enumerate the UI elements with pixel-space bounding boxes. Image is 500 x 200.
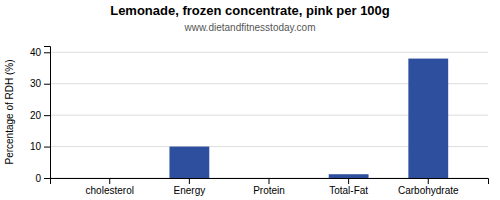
- x-tick-label: Energy: [174, 185, 206, 196]
- y-tick-mark: [44, 147, 50, 148]
- grid-line: [50, 52, 488, 53]
- title: Lemonade, frozen concentrate, pink per 1…: [110, 3, 390, 18]
- x-tick: Total-Fat: [329, 178, 368, 196]
- x-tick-mark: [269, 178, 270, 184]
- x-tick-mark: [109, 178, 110, 184]
- x-axis-line: [51, 179, 489, 185]
- chart: Lemonade, frozen concentrate, pink per 1…: [0, 0, 500, 200]
- x-tick: Protein: [253, 178, 285, 196]
- x-tick-label: Carbohydrate: [398, 185, 459, 196]
- x-tick: Energy: [174, 178, 206, 196]
- y-tick-mark: [44, 52, 50, 53]
- y-tick-label: 10: [30, 141, 42, 152]
- y-axis: 0 10 20 30 40: [30, 47, 51, 184]
- y-tick: 0: [35, 173, 50, 184]
- bar: [329, 174, 369, 178]
- y-tick-label: 40: [30, 47, 42, 58]
- y-axis-line: [44, 47, 51, 179]
- x-axis: cholesterol Energy Protein Total-Fat Carbohy…: [51, 178, 489, 196]
- bar: [249, 178, 289, 179]
- x-tick-label: Total-Fat: [329, 185, 368, 196]
- grid: [50, 52, 488, 178]
- x-tick-mark: [189, 178, 190, 184]
- x-tick-mark: [428, 178, 429, 184]
- y-tick: 10: [30, 141, 50, 152]
- bar: [169, 147, 209, 178]
- bar: [408, 59, 448, 178]
- y-tick: 30: [30, 78, 50, 89]
- y-tick-label: 30: [30, 78, 42, 89]
- x-tick-mark: [348, 178, 349, 184]
- y-tick-mark: [44, 178, 50, 179]
- y-tick: 40: [30, 47, 50, 58]
- x-tick: cholesterol: [86, 178, 134, 196]
- y-tick: 20: [30, 110, 50, 121]
- x-tick-label: cholesterol: [86, 185, 134, 196]
- x-tick: Carbohydrate: [398, 178, 459, 196]
- x-tick-label: Protein: [253, 185, 285, 196]
- y-tick-label: 20: [30, 110, 42, 121]
- y-tick-mark: [44, 115, 50, 116]
- y-tick-label: 0: [35, 173, 41, 184]
- bars: [169, 59, 448, 178]
- y-tick-mark: [44, 84, 50, 85]
- subtitle: www.dietandfitnesstoday.com: [184, 22, 316, 33]
- bar: [90, 178, 130, 179]
- y-axis-title: Percentage of RDH (%): [4, 59, 15, 164]
- plot: cholesterol Energy Protein Total-Fat Carbohy…: [30, 47, 489, 197]
